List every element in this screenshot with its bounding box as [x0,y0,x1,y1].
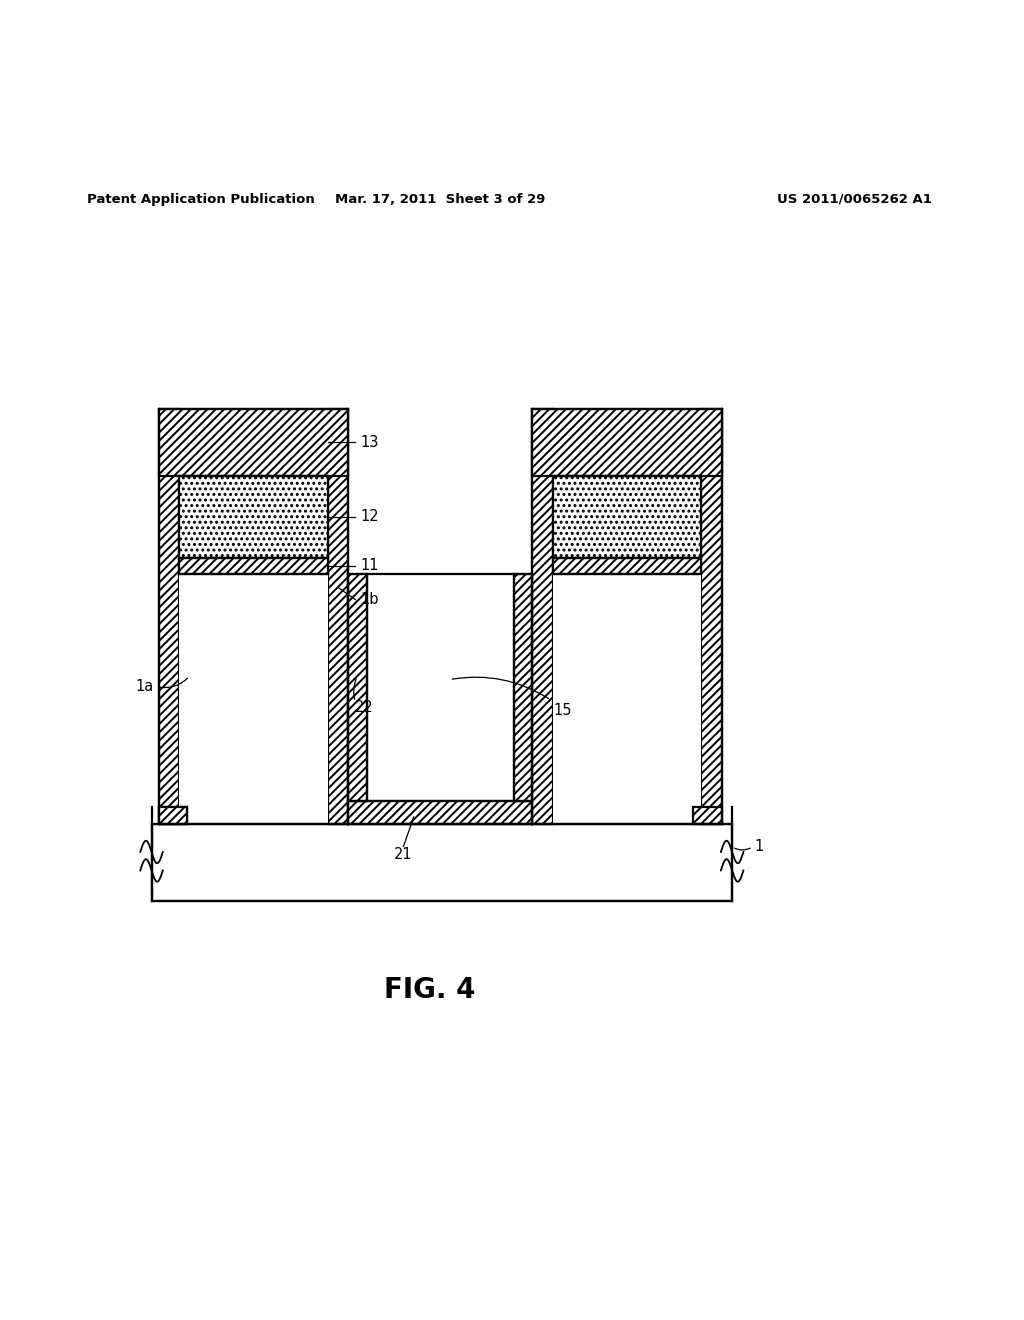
Bar [532,409,722,824]
Bar [532,409,553,824]
Text: 1a: 1a [135,678,154,694]
Text: US 2011/0065262 A1: US 2011/0065262 A1 [777,193,932,206]
Bar [159,409,348,475]
Bar [152,824,732,900]
Bar [179,475,328,557]
Text: 12: 12 [360,510,379,524]
Text: 15: 15 [553,702,571,718]
Bar [553,475,701,557]
Bar [553,557,701,574]
Bar [701,409,722,824]
Text: 22: 22 [355,700,374,714]
Bar [179,574,328,824]
Bar [152,808,179,824]
Bar [367,574,514,801]
Text: 1: 1 [755,840,764,854]
Text: 11: 11 [360,558,379,573]
Bar [532,409,722,475]
Text: 13: 13 [360,434,379,450]
Bar [179,557,328,574]
Text: 1b: 1b [360,593,379,607]
Bar [159,409,348,824]
Bar [159,409,179,824]
Text: 21: 21 [394,847,413,862]
Bar [159,808,187,824]
Bar [693,808,722,824]
Text: Patent Application Publication: Patent Application Publication [87,193,314,206]
Text: FIG. 4: FIG. 4 [384,975,476,1003]
Bar [348,574,367,801]
Bar [328,409,348,824]
Bar [159,808,187,824]
Bar [348,801,532,824]
Bar [514,574,532,801]
Text: Mar. 17, 2011  Sheet 3 of 29: Mar. 17, 2011 Sheet 3 of 29 [335,193,546,206]
Bar [553,574,701,824]
